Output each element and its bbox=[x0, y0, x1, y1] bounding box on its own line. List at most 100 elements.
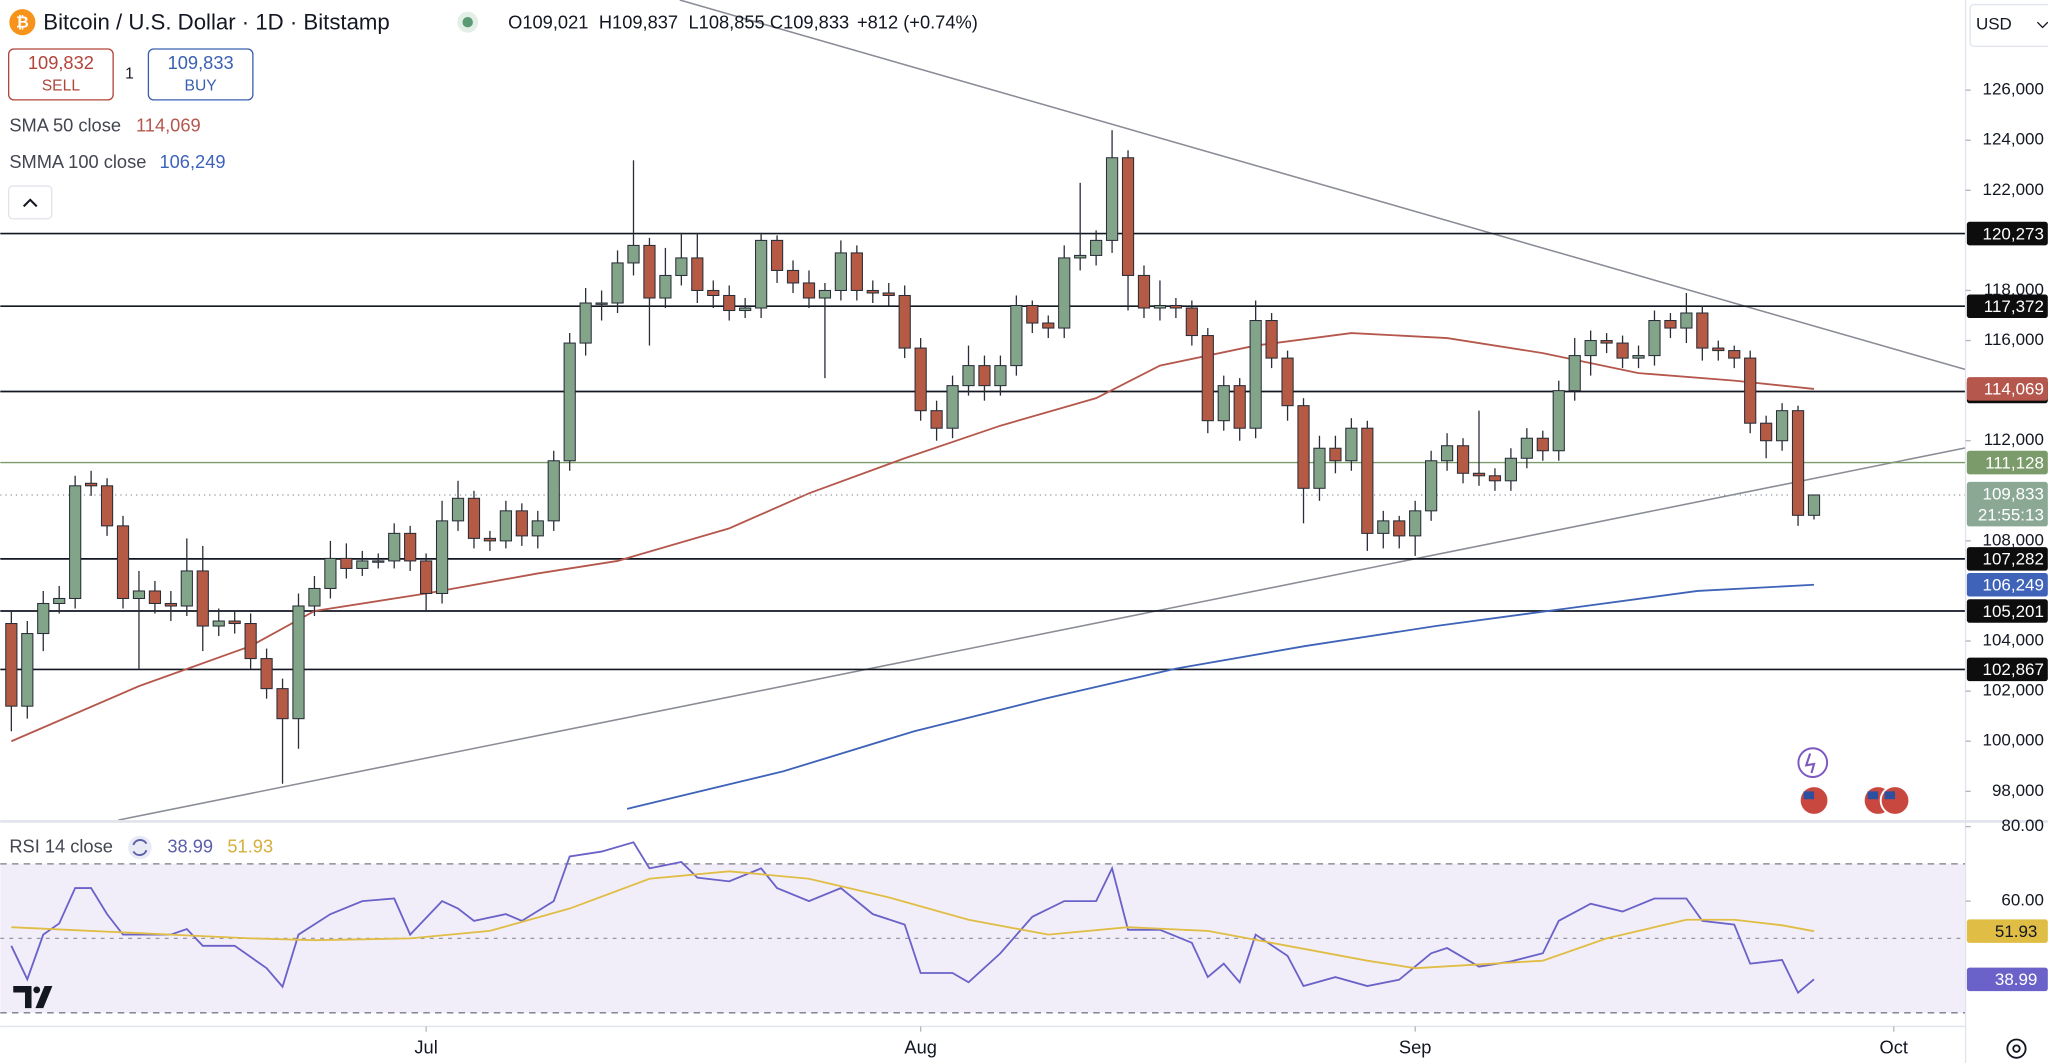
tv-logo-dot bbox=[33, 986, 41, 994]
smma-legend-name[interactable]: SMMA 100 close bbox=[9, 151, 146, 172]
candle-body bbox=[1361, 427, 1374, 534]
collapse-chevron bbox=[22, 198, 38, 208]
rsi-y-tick-label: 60.00 bbox=[2001, 891, 2043, 910]
level-label-bg bbox=[1966, 547, 2048, 571]
candle-body bbox=[1058, 257, 1071, 329]
rsi-line bbox=[11, 870, 1815, 970]
candle-body bbox=[675, 257, 688, 276]
candle-body bbox=[260, 658, 273, 690]
x-tick-label: Jul bbox=[414, 1036, 437, 1057]
ma-axis-label: 114,069 bbox=[1984, 380, 2044, 399]
candle-body bbox=[1680, 312, 1693, 329]
level-label: 102,867 bbox=[1983, 660, 2044, 679]
candle-body bbox=[228, 620, 241, 625]
candle-body bbox=[340, 557, 353, 569]
candle-body bbox=[691, 257, 704, 292]
candle-body bbox=[467, 497, 481, 539]
candle-body bbox=[1233, 385, 1246, 429]
candle-body bbox=[802, 282, 816, 299]
y-tick-label: 104,000 bbox=[1983, 631, 2044, 650]
candle-body bbox=[739, 307, 752, 312]
economic-event-icon[interactable] bbox=[1879, 785, 1911, 816]
sma-legend-name[interactable]: SMA 50 close bbox=[9, 115, 121, 136]
tv-logo[interactable] bbox=[13, 985, 53, 1009]
candle-body bbox=[1090, 239, 1103, 256]
ma-line bbox=[626, 583, 1815, 810]
candle-body bbox=[276, 688, 289, 720]
candle-body bbox=[1744, 357, 1757, 424]
candle-body bbox=[882, 292, 895, 297]
candle-body bbox=[356, 560, 369, 569]
candle-body bbox=[1185, 307, 1198, 337]
rsi-title[interactable]: RSI 14 close bbox=[9, 835, 113, 856]
x-tick-label: Aug bbox=[904, 1036, 937, 1057]
event-icon[interactable] bbox=[1797, 747, 1829, 778]
candle-body bbox=[786, 269, 800, 284]
level-label: 107,282 bbox=[1983, 550, 2044, 569]
candle-body bbox=[1712, 347, 1725, 352]
countdown-label: 21:55:13 bbox=[1978, 505, 2044, 524]
candle-body bbox=[1760, 422, 1773, 442]
rsi-axis-label-bg bbox=[1966, 967, 2048, 992]
candle-body bbox=[866, 289, 879, 294]
candle-body bbox=[1807, 494, 1821, 516]
candle-body bbox=[308, 587, 321, 607]
candle-body bbox=[707, 289, 720, 297]
buy-label: BUY bbox=[185, 77, 218, 94]
candle-body bbox=[53, 597, 66, 605]
rsi-axis-label-bg bbox=[1966, 919, 2048, 943]
candle-body bbox=[946, 385, 959, 429]
candle-body bbox=[1409, 510, 1422, 537]
smma-legend-value: 106,249 bbox=[159, 151, 225, 172]
ohlc: O109,021 H109,837 L108,855 C109,833 +812 (+0… bbox=[508, 11, 978, 32]
coin-icon bbox=[9, 9, 36, 36]
coin-icon-glyph: ₿ bbox=[16, 14, 29, 32]
level-label-bg bbox=[1966, 450, 2048, 475]
candle-body bbox=[1265, 320, 1278, 359]
candle-body bbox=[132, 590, 146, 600]
candle-body bbox=[1393, 520, 1406, 537]
economic-event-icon[interactable] bbox=[1798, 785, 1830, 816]
candle-body bbox=[1026, 304, 1039, 324]
flag-canton bbox=[1803, 791, 1815, 800]
candle-body bbox=[515, 510, 528, 537]
candle-body bbox=[1584, 340, 1597, 357]
currency-select[interactable] bbox=[1969, 3, 2048, 48]
candle-body bbox=[834, 252, 847, 292]
candle-body bbox=[1728, 350, 1741, 359]
candle-body bbox=[1105, 157, 1119, 241]
candle-body bbox=[1664, 320, 1677, 329]
settings-icon[interactable] bbox=[2006, 1038, 2027, 1059]
candle-body bbox=[180, 570, 193, 607]
candle-body bbox=[579, 302, 592, 344]
candle-body bbox=[627, 244, 640, 264]
sell-price: 109,832 bbox=[28, 52, 94, 73]
event-icon-bolt bbox=[1804, 753, 1816, 774]
candle-body bbox=[531, 520, 544, 537]
candle-body bbox=[116, 525, 130, 600]
y-tick-label: 126,000 bbox=[1983, 80, 2044, 99]
sell-button[interactable] bbox=[8, 48, 114, 101]
candle-body bbox=[324, 557, 337, 589]
ma-axis-label-bg bbox=[1966, 572, 2048, 597]
trendline bbox=[679, 0, 1966, 371]
candle-body bbox=[1552, 390, 1565, 452]
symbol-title[interactable]: Bitcoin / U.S. Dollar · 1D · Bitstamp bbox=[43, 9, 389, 34]
rsi-ma-legend-value: 51.93 bbox=[227, 835, 273, 856]
collapse-button[interactable] bbox=[8, 185, 53, 220]
y-tick-label: 118,000 bbox=[1984, 280, 2044, 299]
candle-body bbox=[21, 633, 34, 707]
candle-body bbox=[1153, 304, 1167, 309]
level-label: 105,201 bbox=[1983, 602, 2044, 621]
y-tick-label: 98,000 bbox=[1992, 781, 2044, 800]
candle-body bbox=[1488, 475, 1502, 482]
candle-body bbox=[994, 365, 1007, 387]
ohlc-high: H109,837 bbox=[599, 11, 678, 32]
candle-body bbox=[1313, 447, 1326, 489]
candle-body bbox=[388, 532, 401, 562]
candle-body bbox=[435, 520, 449, 595]
ma-axis-label: 106,249 bbox=[1983, 576, 2044, 595]
buy-button[interactable] bbox=[147, 48, 254, 101]
